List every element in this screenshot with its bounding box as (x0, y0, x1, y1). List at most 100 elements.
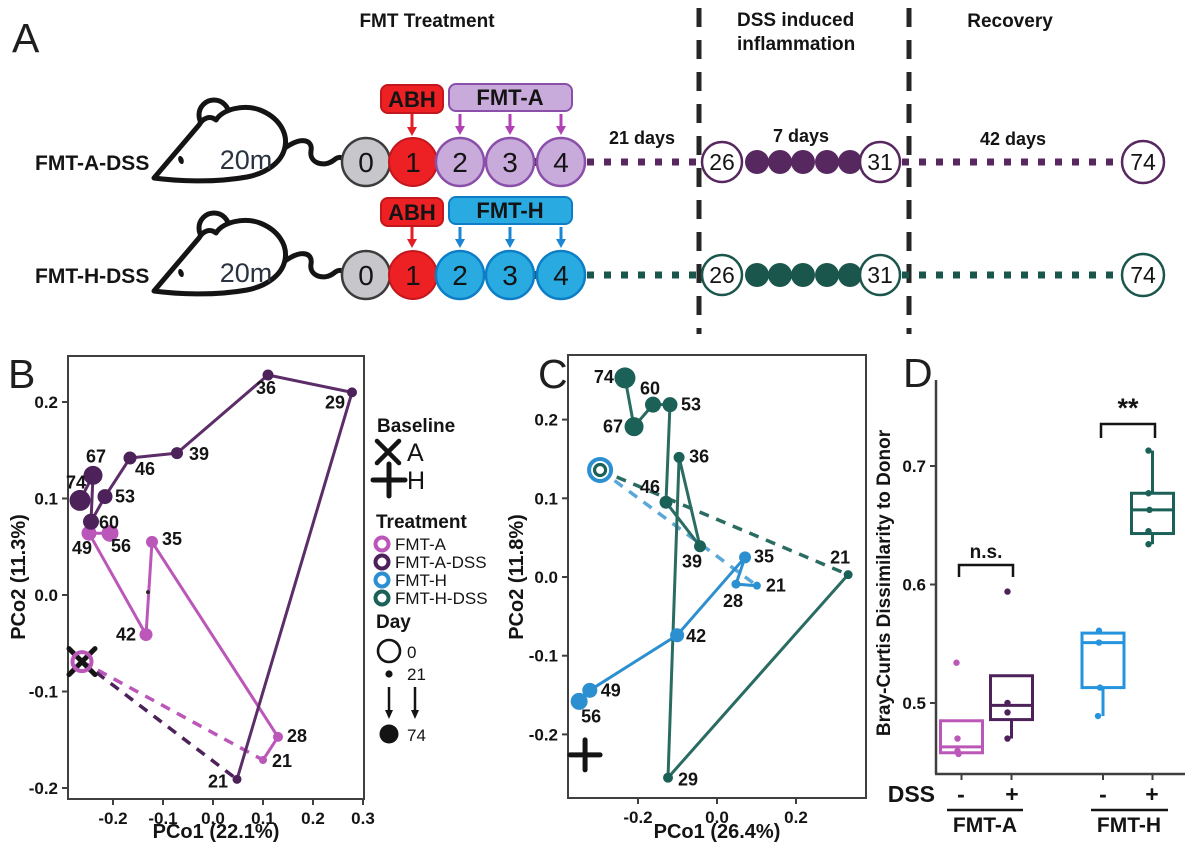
baseline-dash-FMT-A-DSS (80, 660, 239, 781)
sig-label: ** (1117, 393, 1139, 423)
point-label: 29 (325, 392, 345, 412)
point-label: 49 (72, 538, 92, 558)
timeline-row-fmt-h-dss: FMT-H-DSS ABH FMT-H 0 (35, 196, 1166, 301)
data-point-FMT-H-day56 (570, 692, 588, 710)
section-title-dss-2: inflammation (737, 34, 855, 55)
baseline-dash-FMT-A (81, 660, 264, 762)
day-circle-26 (700, 140, 744, 184)
legend-treatment-title: Treatment (376, 512, 467, 533)
day-74-icon (379, 724, 399, 744)
day-circle-74 (1120, 139, 1166, 185)
plot-B: -0.2 -0.1 0.0 0.1 0.2 0.3 0.2 0.1 0.0 -0.1 -0.2 21 2… (29, 355, 375, 828)
x-tick-label: -0.1 (148, 809, 177, 828)
y-tick-label: -0.1 (29, 683, 58, 702)
plot-frame (67, 355, 365, 800)
abh-box (380, 197, 444, 227)
section-title-recovery: Recovery (967, 11, 1053, 32)
point-label: 35 (162, 529, 182, 549)
legend-baseline-h: H (407, 467, 425, 495)
day-circle-31-label: 31 (867, 262, 893, 288)
box-point (1004, 699, 1011, 707)
box-point (1095, 639, 1103, 646)
x-tick-label: 0.3 (351, 809, 375, 828)
day-21-icon (385, 670, 393, 678)
data-point-FMT-H-DSS-day60 (645, 396, 662, 413)
legend-day-0: 0 (407, 643, 416, 662)
trajectory-FMT-A-DSS (78, 373, 354, 780)
point-label: 36 (256, 378, 276, 398)
data-point-FMT-A-day56 (101, 524, 119, 542)
data-point-FMT-H-day42 (670, 628, 685, 643)
point-label: 21 (766, 576, 786, 596)
day-circle-2 (434, 136, 486, 188)
section-title-fmt: FMT Treatment (359, 11, 495, 32)
data-point-FMT-A-DSS-day39 (171, 447, 183, 460)
data-point-FMT-A-day21 (259, 756, 267, 765)
point-label: 74 (594, 367, 614, 387)
family-fmt-a: FMT-A (953, 814, 1017, 837)
box-point (1145, 527, 1152, 535)
x-tick-label: 0.2 (784, 808, 808, 827)
dss-sign-4: + (1145, 781, 1158, 807)
legend-day-21: 21 (407, 665, 426, 684)
data-point-FMT-A-day28 (273, 731, 283, 742)
data-point-FMT-H-day35 (739, 551, 752, 564)
baseline-dash-FMT-H-DSS (599, 468, 849, 577)
day-circle-26-label: 26 (709, 262, 735, 288)
day-circle-74-label: 74 (1130, 149, 1156, 175)
data-point-FMT-H-DSS-day39 (694, 540, 707, 553)
box-FMT-A-- (939, 719, 984, 755)
timeline-row-fmt-a-dss: FMT-A-DSS ABH FMT-A 0 (35, 83, 1166, 188)
panel-d-ylabel: Bray-Curtis Dissimilarity to Donor (874, 429, 895, 736)
x-tick-label: -0.2 (623, 808, 652, 827)
plus-marker-icon (370, 461, 408, 499)
data-point-FMT-A-day35 (146, 535, 158, 548)
y-tick-label: 0.6 (902, 576, 926, 595)
data-point-FMT-A-DSS-day46 (123, 451, 137, 465)
point-label: 53 (681, 395, 701, 415)
day-circle-4-label: 4 (553, 147, 569, 178)
day-circle-2-label: 2 (452, 260, 468, 291)
y-tick-label: 0.1 (534, 489, 558, 508)
box-FMT-A-+ (989, 674, 1034, 722)
y-tick-label: 0.0 (534, 568, 558, 587)
dss-dots (745, 150, 862, 174)
legend-day-title: Day (376, 612, 411, 633)
y-tick-label: -0.1 (529, 647, 558, 666)
legend-item-fmt-h: FMT-H (395, 571, 447, 590)
day-circle-3 (484, 136, 536, 188)
fmt-arrows (455, 227, 566, 248)
day-circle-2 (434, 249, 486, 301)
point-label: 60 (640, 379, 660, 399)
box-point (1096, 684, 1104, 691)
day-circle-1-label: 1 (405, 147, 421, 178)
box-point (1146, 506, 1153, 514)
fmt-h-dss-swatch-icon (373, 589, 391, 607)
box-point (1004, 588, 1011, 595)
legend-baseline-a: A (407, 439, 424, 467)
point-label: 49 (601, 680, 621, 700)
span-21-days: 21 days (609, 128, 675, 148)
mouse-icon-row1 (154, 100, 344, 181)
panel-c-letter: C (538, 351, 568, 397)
day-circle-3-label: 3 (502, 147, 518, 178)
point-label: 56 (581, 706, 601, 726)
panel-a-letter: A (12, 15, 40, 61)
point-label: 74 (66, 472, 86, 492)
span-7-days: 7 days (773, 126, 829, 146)
fmt-a-label: FMT-A (476, 85, 543, 110)
point-label: 36 (689, 446, 709, 466)
point-label: 39 (682, 551, 702, 571)
day-circle-4 (535, 249, 587, 301)
data-point-FMT-A-DSS-day29 (347, 387, 357, 398)
data-point-FMT-H-DSS-day29 (663, 772, 674, 783)
panel-d-letter: D (903, 350, 933, 396)
y-tick-label: 0.5 (902, 694, 926, 713)
panel-a: A FMT Treatment DSS induced inflammation… (12, 8, 1166, 334)
fmt-h-box (448, 196, 573, 225)
y-tick-label: 0.2 (534, 411, 558, 430)
day0-ring (592, 462, 608, 478)
day0-ring (70, 650, 94, 674)
data-point-FMT-H-DSS-day53 (662, 397, 678, 413)
